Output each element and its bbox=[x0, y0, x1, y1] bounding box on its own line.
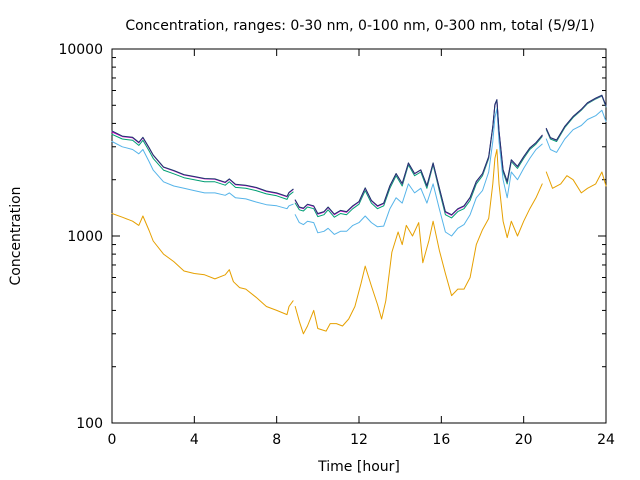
y-tick-label: 100 bbox=[76, 416, 103, 432]
y-axis-label: Concentration bbox=[8, 186, 24, 285]
series-2 bbox=[111, 108, 607, 237]
x-tick-label: 12 bbox=[350, 432, 368, 448]
x-tick-label: 8 bbox=[272, 432, 281, 448]
series-group bbox=[111, 94, 607, 335]
series-line bbox=[545, 171, 607, 194]
chart-title: Concentration, ranges: 0-30 nm, 0-100 nm… bbox=[125, 18, 594, 34]
series-line bbox=[294, 99, 543, 216]
series-line bbox=[111, 130, 294, 197]
series-1 bbox=[111, 149, 607, 335]
x-tick-label: 24 bbox=[597, 432, 615, 448]
series-5 bbox=[111, 94, 607, 216]
series-line bbox=[294, 149, 543, 335]
x-axis-label: Time [hour] bbox=[317, 459, 400, 475]
series-line bbox=[111, 213, 294, 316]
plot-frame bbox=[111, 48, 607, 424]
x-tick-label: 20 bbox=[515, 432, 533, 448]
series-line bbox=[545, 95, 607, 142]
x-tick-label: 4 bbox=[190, 432, 199, 448]
series-line bbox=[294, 108, 543, 237]
y-tick-label: 1000 bbox=[67, 229, 103, 245]
series-line bbox=[294, 100, 543, 219]
x-tick-label: 16 bbox=[432, 432, 450, 448]
x-tick-label: 0 bbox=[108, 432, 117, 448]
series-line bbox=[294, 99, 543, 216]
series-line bbox=[545, 94, 607, 141]
series-line bbox=[545, 94, 607, 141]
series-line bbox=[545, 109, 607, 153]
y-tick-label: 10000 bbox=[58, 42, 103, 58]
series-line bbox=[111, 133, 294, 200]
axis-ticks: 0 4 8 12 16 20 24 100 1000 10000 bbox=[58, 42, 615, 448]
plot-area bbox=[111, 48, 607, 424]
series-3 bbox=[111, 95, 607, 219]
series-line bbox=[111, 141, 294, 210]
